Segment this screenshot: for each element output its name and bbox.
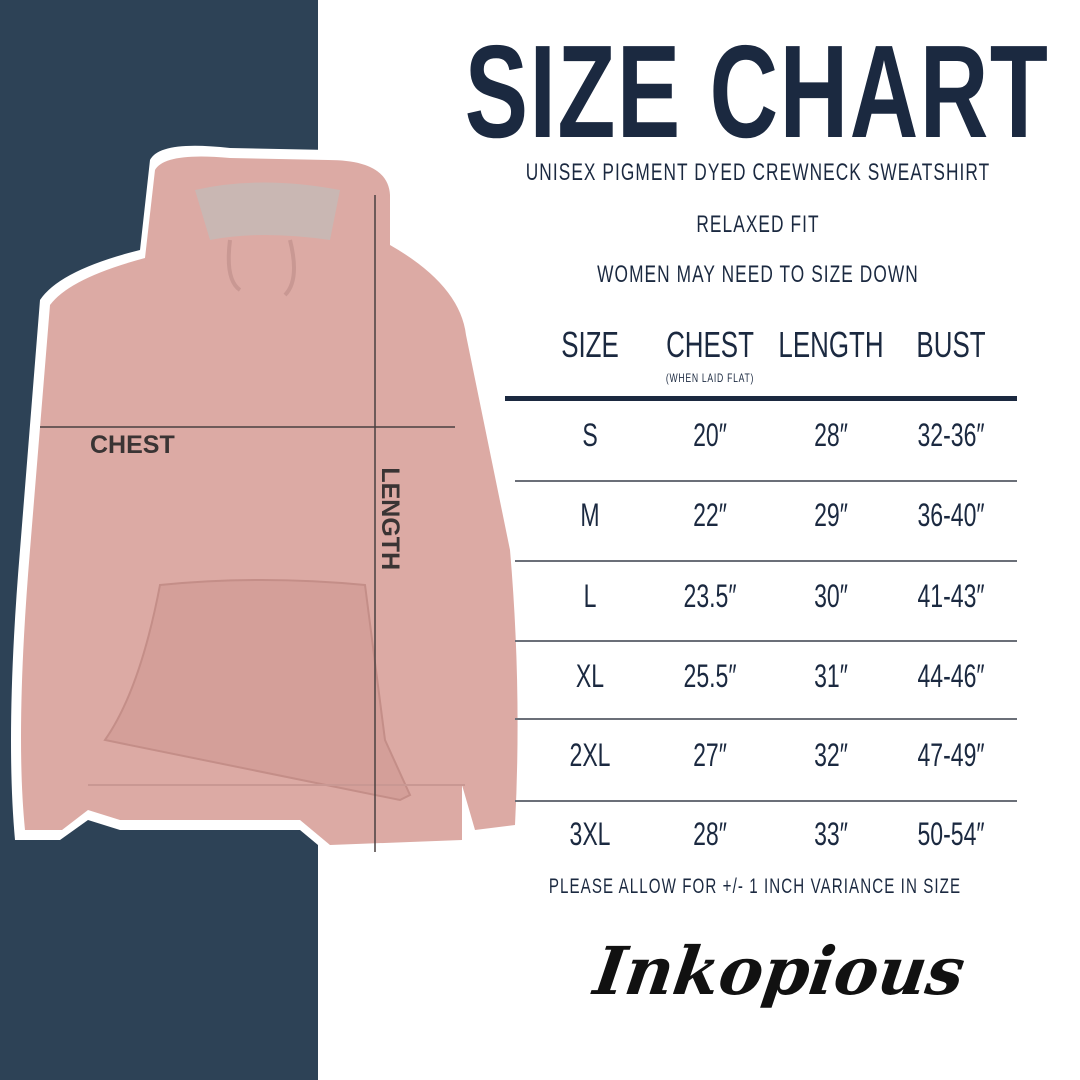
cell-length: 29″ [814,497,848,533]
cell-chest: 25.5″ [683,658,737,694]
header-size: SIZE [561,324,619,365]
cell-bust: 44-46″ [917,658,985,694]
length-measure-label: LENGTH [376,467,405,571]
row-divider [515,800,1017,802]
cell-chest: 20″ [693,417,727,453]
row-divider [515,560,1017,562]
header-divider [505,396,1017,401]
cell-size: M [580,497,600,533]
cell-chest: 27″ [693,737,727,773]
header-chest: CHEST [666,324,754,365]
cell-size: 2XL [569,737,611,773]
fit-label: RELAXED FIT [696,211,820,238]
hoodie-image [11,145,529,855]
brand-logo: Inkopious [589,932,970,1010]
cell-chest: 23.5″ [683,578,737,614]
header-length: LENGTH [778,324,884,365]
cell-bust: 47-49″ [917,737,985,773]
cell-chest: 22″ [693,497,727,533]
header-bust: BUST [916,324,986,365]
chest-note: (WHEN LAID FLAT) [665,371,755,385]
row-divider [515,718,1017,720]
cell-size: 3XL [569,816,611,852]
cell-size: XL [575,658,605,694]
cell-size: L [583,578,597,614]
cell-length: 28″ [814,417,848,453]
product-subtitle: UNISEX PIGMENT DYED CREWNECK SWEATSHIRT [525,159,991,186]
cell-length: 33″ [814,816,848,852]
cell-bust: 32-36″ [917,417,985,453]
row-divider [515,480,1017,482]
cell-bust: 41-43″ [917,578,985,614]
page-title: SIZE CHART [464,18,1050,165]
cell-length: 30″ [814,578,848,614]
sizing-advice: WOMEN MAY NEED TO SIZE DOWN [597,261,919,288]
chest-measure-label: CHEST [90,431,175,459]
cell-length: 31″ [814,658,848,694]
variance-footnote: PLEASE ALLOW FOR +/- 1 INCH VARIANCE IN … [548,875,962,898]
cell-bust: 50-54″ [917,816,985,852]
cell-size: S [582,417,598,453]
cell-length: 32″ [814,737,848,773]
row-divider [515,640,1017,642]
cell-bust: 36-40″ [917,497,985,533]
cell-chest: 28″ [693,816,727,852]
